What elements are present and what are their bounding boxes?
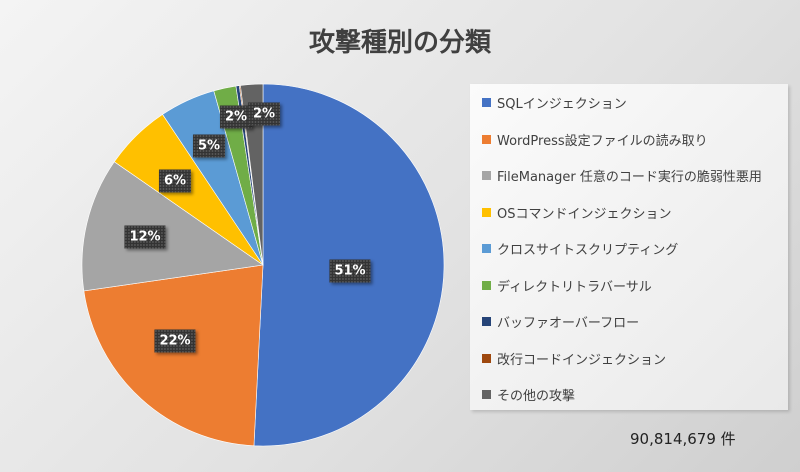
legend-swatch bbox=[482, 280, 491, 290]
legend-label: クロスサイトスクリプティング bbox=[497, 243, 679, 258]
legend-label: WordPress設定ファイルの読み取り bbox=[497, 133, 708, 149]
legend-item: SQLインジェクション bbox=[482, 93, 627, 112]
legend: SQLインジェクション WordPress設定ファイルの読み取り FileManag… bbox=[470, 84, 788, 410]
legend-swatch bbox=[482, 353, 491, 363]
legend-swatch bbox=[482, 244, 491, 253]
legend-swatch bbox=[482, 134, 491, 144]
legend-item: WordPress設定ファイルの読み取り bbox=[482, 130, 708, 149]
data-label: 22% bbox=[154, 329, 196, 353]
pie-chart bbox=[81, 83, 445, 447]
data-label: 51% bbox=[329, 259, 371, 283]
data-label: 12% bbox=[124, 225, 166, 249]
legend-label: バッファオーバーフロー bbox=[497, 316, 640, 331]
legend-label: OSコマンドインジェクション bbox=[497, 206, 672, 222]
legend-item: FileManager 任意のコード実行の脆弱性悪用 bbox=[482, 166, 762, 185]
pie-slice bbox=[83, 264, 264, 447]
chart-title: 攻撃種別の分類 bbox=[308, 28, 491, 58]
legend-item: OSコマンドインジェクション bbox=[482, 203, 672, 222]
legend-label: ディレクトリトラバーサル bbox=[497, 279, 652, 295]
data-label: 5% bbox=[192, 134, 226, 158]
legend-swatch bbox=[482, 207, 491, 217]
legend-item: 改行コードインジェクション bbox=[482, 349, 666, 368]
legend-item: バッファオーバーフロー bbox=[482, 312, 639, 331]
total-count: 90,814,679 件 bbox=[630, 430, 736, 448]
pie-slice bbox=[81, 161, 264, 292]
data-label: 2% bbox=[219, 105, 253, 129]
legend-label: FileManager 任意のコード実行の脆弱性悪用 bbox=[497, 170, 762, 185]
data-label: 6% bbox=[158, 169, 192, 193]
legend-item: その他の攻撃 bbox=[482, 385, 575, 404]
legend-label: 改行コードインジェクション bbox=[497, 352, 667, 368]
legend-item: ディレクトリトラバーサル bbox=[482, 276, 652, 295]
legend-item: クロスサイトスクリプティング bbox=[482, 239, 678, 258]
legend-swatch bbox=[482, 98, 491, 107]
data-label: 2% bbox=[247, 102, 281, 126]
legend-label: その他の攻撃 bbox=[497, 389, 576, 404]
legend-swatch bbox=[482, 390, 491, 399]
pie-slice bbox=[240, 83, 264, 266]
legend-label: SQLインジェクション bbox=[497, 97, 627, 112]
legend-swatch bbox=[482, 317, 491, 326]
legend-swatch bbox=[482, 171, 491, 180]
